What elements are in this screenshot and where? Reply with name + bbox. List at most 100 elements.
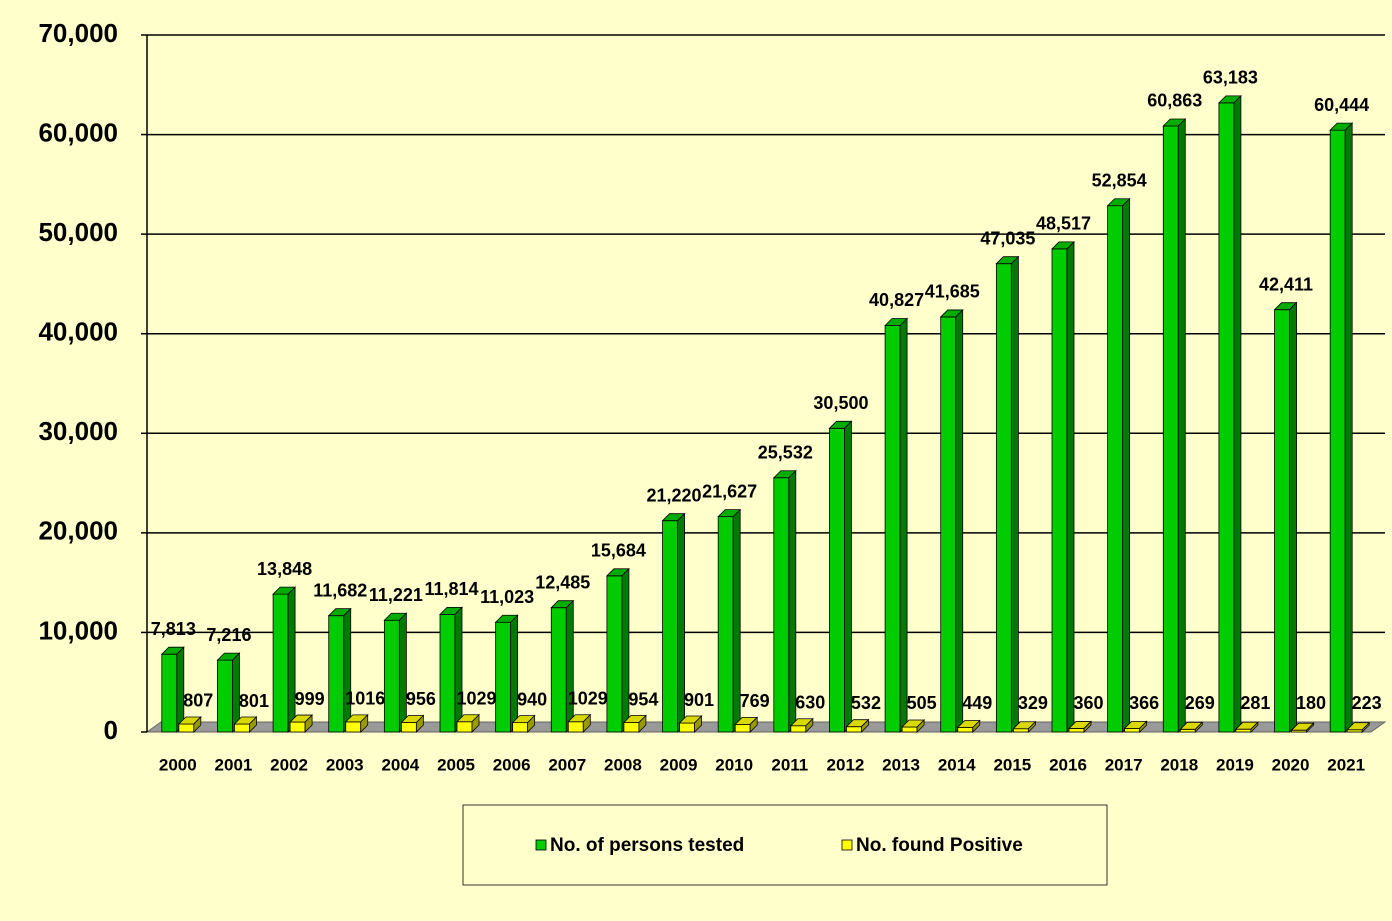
data-label: 999 [295, 689, 325, 709]
bar [1162, 118, 1187, 733]
bar [1290, 722, 1315, 733]
legend-label: No. of persons tested [550, 835, 744, 856]
data-label: 223 [1352, 693, 1382, 713]
bar-side [415, 714, 424, 733]
bar-side [1139, 720, 1148, 733]
bar [789, 717, 814, 733]
bar [884, 317, 909, 733]
data-label: 954 [628, 689, 658, 709]
y-tick-label: 70,000 [38, 18, 118, 48]
x-tick-label: 2006 [493, 755, 531, 774]
bar-front [790, 725, 807, 733]
bar [717, 508, 742, 733]
bar-side [193, 715, 202, 733]
x-tick-label: 2002 [270, 755, 308, 774]
bar [272, 586, 297, 733]
bar [956, 719, 981, 733]
bar-front [495, 621, 512, 733]
bar-front [662, 520, 678, 733]
data-label: 48,517 [1036, 214, 1091, 234]
bar-front [178, 723, 195, 733]
bar [344, 713, 369, 733]
data-label: 1016 [345, 689, 385, 709]
data-label: 40,827 [869, 290, 924, 310]
x-tick-label: 2011 [771, 755, 808, 774]
data-label: 13,848 [257, 559, 312, 579]
bar [1217, 94, 1242, 733]
bar-front [1124, 727, 1141, 733]
bar-front [940, 316, 957, 733]
bar-side [471, 713, 480, 733]
bar-front [328, 615, 345, 733]
bar-side [582, 713, 591, 733]
bar [1234, 721, 1259, 733]
data-label: 360 [1073, 693, 1103, 713]
bar-front [217, 659, 233, 733]
bar-side [899, 317, 908, 733]
legend-swatch [535, 839, 547, 851]
data-label: 180 [1296, 693, 1326, 713]
bar-front [884, 325, 901, 733]
data-label: 630 [795, 692, 825, 712]
data-label: 11,814 [424, 579, 478, 599]
data-label: 30,500 [813, 393, 868, 413]
bar [845, 718, 870, 733]
bar-front [383, 619, 400, 733]
bar-side [454, 606, 463, 733]
bar [939, 308, 964, 733]
data-label: 956 [406, 689, 436, 709]
x-tick-label: 2007 [548, 755, 586, 774]
bar-front [289, 721, 306, 733]
bar-front [161, 653, 178, 733]
bar-front [846, 726, 862, 733]
bar [734, 716, 759, 733]
bar-front [1012, 728, 1029, 733]
bar [567, 713, 592, 733]
bar-front [734, 723, 751, 733]
bar-side [304, 714, 313, 733]
bar-side [1194, 721, 1203, 733]
data-label: 1029 [456, 689, 496, 709]
bar-front [1329, 129, 1346, 733]
data-label: 532 [851, 693, 881, 713]
bar-side [1010, 255, 1019, 733]
bar-side [638, 714, 647, 733]
bar-side [1233, 94, 1242, 733]
data-label: 60,863 [1147, 91, 1202, 111]
legend-swatch [841, 839, 853, 851]
x-tick-label: 2005 [437, 755, 475, 774]
bar [289, 714, 314, 733]
y-tick-label: 0 [104, 715, 118, 745]
data-label: 801 [239, 691, 269, 711]
data-label: 42,411 [1259, 274, 1313, 294]
data-label: 15,684 [591, 541, 646, 561]
bar-side [844, 420, 852, 733]
x-tick-label: 2020 [1272, 755, 1310, 774]
bar [160, 646, 185, 733]
bar [678, 715, 703, 733]
data-label: 449 [962, 693, 992, 713]
bar-side [1122, 197, 1131, 733]
data-label: 807 [183, 691, 213, 711]
bar-front [1051, 248, 1068, 733]
x-tick-label: 2003 [326, 755, 364, 774]
x-tick-label: 2013 [882, 755, 920, 774]
x-tick-label: 2019 [1216, 755, 1254, 774]
bar-side [694, 715, 702, 733]
bar-side [1306, 722, 1314, 733]
x-tick-label: 2004 [381, 755, 419, 774]
data-label: 7,813 [151, 619, 196, 639]
x-tick-label: 2017 [1105, 755, 1143, 774]
bar [622, 714, 647, 733]
data-label: 21,627 [702, 481, 757, 501]
bar-front [1274, 309, 1290, 733]
bar [1346, 721, 1371, 733]
bar-side [343, 607, 352, 733]
bar-front [234, 723, 250, 733]
legend-box [462, 804, 1108, 886]
bar-front [1162, 125, 1179, 733]
data-label: 52,854 [1092, 170, 1147, 190]
data-label: 11,682 [313, 580, 367, 600]
